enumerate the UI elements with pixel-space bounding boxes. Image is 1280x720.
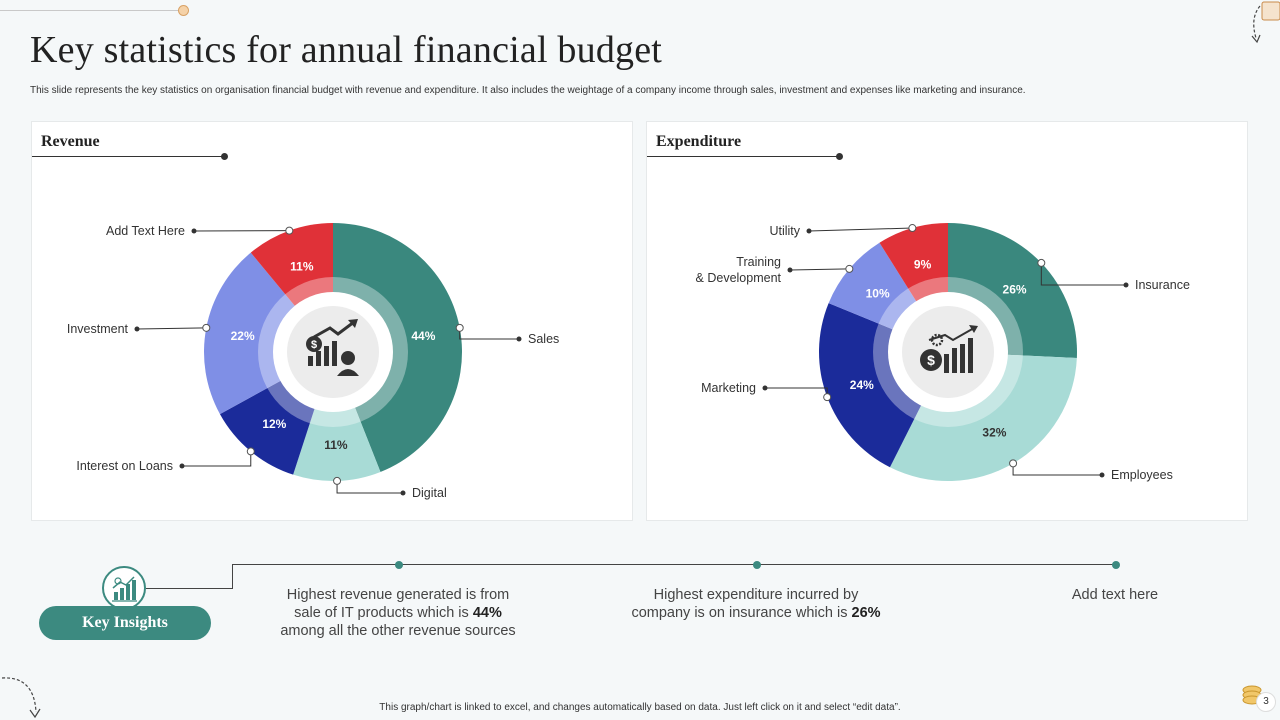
slice-category-label: Training & Development — [696, 255, 782, 285]
expenditure-panel-title: Expenditure — [656, 133, 742, 150]
slice-edge-marker — [1037, 258, 1046, 267]
slice-percent-label: 24% — [850, 378, 874, 392]
key-insights-icon-circle — [102, 566, 146, 610]
leader-end-dot — [516, 336, 522, 342]
slice-percent-label: 44% — [411, 329, 435, 343]
leader-line — [336, 480, 403, 494]
slice-category-label: Utility — [769, 224, 800, 238]
slice-category-label: Digital — [412, 486, 447, 500]
insight-2-value: 26% — [851, 605, 881, 621]
ki-dot-3 — [1112, 561, 1120, 569]
leader-line — [136, 327, 207, 330]
ki-dot-1 — [395, 561, 403, 569]
slice-percent-label: 26% — [1003, 282, 1027, 296]
revenue-panel: Revenue $ 44% Sales 11% Digital 12% Interest … — [31, 121, 633, 521]
slice-edge-marker — [845, 264, 854, 273]
slice-percent-label: 12% — [262, 417, 286, 431]
leader-end-dot — [191, 228, 197, 234]
slice-percent-label: 11% — [290, 259, 314, 273]
expenditure-panel: Expenditure $ 26% Insurance 32% Employees 24… — [646, 121, 1248, 521]
key-insights-badge: Key Insights — [39, 606, 211, 640]
slice-percent-label: 9% — [914, 258, 932, 272]
expenditure-donut-chart[interactable]: $ 26% Insurance 32% Employees 24% Marketing 10… — [647, 122, 1249, 522]
slice-category-label: Add Text Here — [106, 224, 185, 238]
insight-1-text-end: among all the other revenue sources — [280, 623, 516, 639]
page-number: 3 — [1256, 692, 1276, 712]
leader-line — [765, 387, 828, 398]
slice-category-label: Marketing — [701, 381, 756, 395]
ki-dot-2 — [753, 561, 761, 569]
leader-line — [1012, 463, 1102, 476]
leader-end-dot — [787, 267, 793, 273]
svg-text:$: $ — [927, 352, 935, 368]
slice-category-label: Insurance — [1135, 278, 1190, 292]
corner-arrow-top-right-icon — [1251, 1, 1280, 44]
revenue-panel-title: Revenue — [41, 133, 100, 150]
insight-1-text: Highest revenue generated is from sale o… — [286, 587, 510, 621]
insight-2-text: Highest expenditure incurred by company … — [631, 587, 859, 621]
ki-connector-h — [146, 588, 233, 589]
leader-line — [808, 227, 913, 232]
slice-percent-label: 11% — [324, 438, 348, 452]
expenditure-center-disc — [902, 306, 994, 398]
leader-end-dot — [179, 463, 185, 469]
leader-end-dot — [400, 490, 406, 496]
corner-arrow-bottom-left-icon — [1, 677, 41, 719]
money-gear-chart-icon: $ — [920, 325, 978, 373]
leader-end-dot — [1099, 472, 1105, 478]
expenditure-title-dot — [836, 153, 843, 160]
slice-edge-marker — [202, 323, 211, 332]
revenue-donut-chart[interactable]: $ 44% Sales 11% Digital 12% Interest on Loans… — [32, 122, 634, 522]
insight-1: Highest revenue generated is from sale o… — [273, 586, 523, 640]
leader-line — [1040, 262, 1126, 286]
slice-investment[interactable] — [204, 252, 333, 415]
leader-end-dot — [134, 326, 140, 332]
slice-percent-label: 10% — [866, 287, 890, 301]
slice-percent-label: 32% — [982, 425, 1006, 439]
ki-connector-v — [232, 564, 233, 589]
money-growth-icon: $ — [306, 319, 359, 376]
footer-note: This graph/chart is linked to excel, and… — [379, 702, 901, 713]
slice-edge-marker — [455, 323, 464, 332]
slice-category-label: Employees — [1111, 468, 1173, 482]
slice-percent-label: 22% — [231, 329, 255, 343]
insight-3-text[interactable]: Add text here — [1071, 587, 1159, 603]
top-decor-line — [0, 10, 180, 11]
slice-digital[interactable] — [293, 352, 381, 481]
revenue-title-underline — [32, 156, 224, 157]
ki-timeline — [232, 564, 1116, 565]
insight-3[interactable]: Add text here — [990, 586, 1240, 604]
slice-edge-marker — [1009, 459, 1018, 468]
page-subtitle: This slide represents the key statistics… — [30, 85, 1026, 96]
slice-category-label: Investment — [67, 322, 129, 336]
bar-chart-icon — [112, 576, 137, 602]
leader-end-dot — [762, 385, 768, 391]
slice-edge-marker — [908, 224, 917, 233]
slice-sales[interactable] — [333, 223, 462, 472]
slice-category-label: Sales — [528, 332, 559, 346]
leader-line — [459, 327, 519, 340]
leader-line — [182, 451, 252, 467]
slice-edge-marker — [285, 226, 294, 235]
expenditure-title-underline — [647, 156, 839, 157]
insight-1-value: 44% — [472, 605, 502, 621]
leader-end-dot — [806, 228, 812, 234]
slice-edge-marker — [246, 447, 255, 456]
top-decor-dot — [178, 5, 189, 16]
insight-2: Highest expenditure incurred by company … — [631, 586, 881, 622]
leader-end-dot — [1123, 282, 1129, 288]
svg-text:$: $ — [311, 339, 317, 351]
slice-category-label: Interest on Loans — [76, 459, 173, 473]
page-title: Key statistics for annual financial budg… — [30, 29, 663, 71]
slice-edge-marker — [823, 393, 832, 402]
slice-edge-marker — [333, 476, 342, 485]
leader-line — [789, 268, 850, 271]
revenue-title-dot — [221, 153, 228, 160]
